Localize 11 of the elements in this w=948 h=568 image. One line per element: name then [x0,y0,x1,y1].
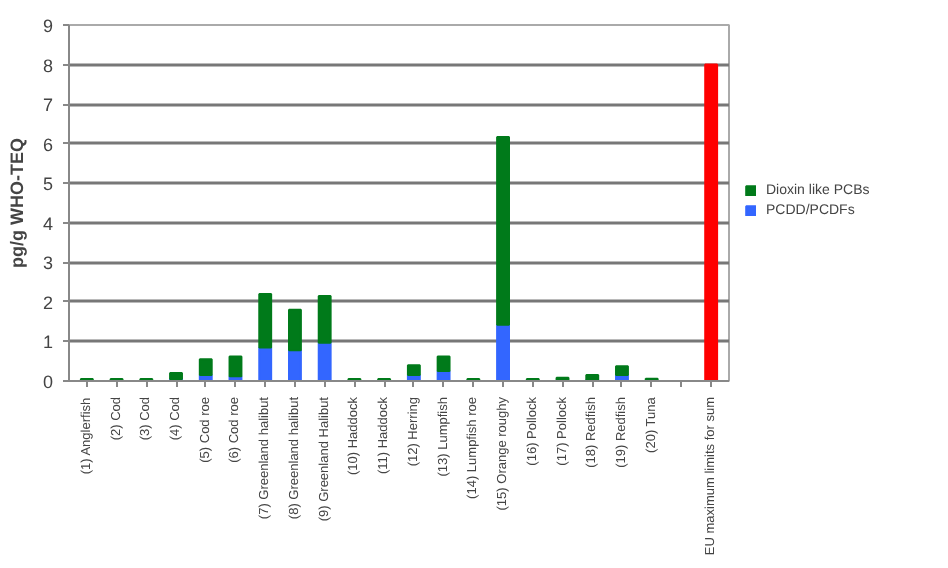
y-tick-label: 8 [42,55,54,76]
y-tick-label: 0 [42,372,54,392]
y-tick-label: 2 [42,292,54,313]
y-tick-label: 4 [42,213,54,234]
y-tick-label: 5 [42,174,54,195]
y-tick-label: 3 [42,253,54,274]
y-tick-label: 1 [42,332,54,353]
y-axis-title: pg/g WHO-TEQ [6,137,27,268]
y-tick-label: 6 [42,134,54,155]
y-tick-label: 7 [42,95,54,116]
y-tick-label: 9 [42,16,54,36]
